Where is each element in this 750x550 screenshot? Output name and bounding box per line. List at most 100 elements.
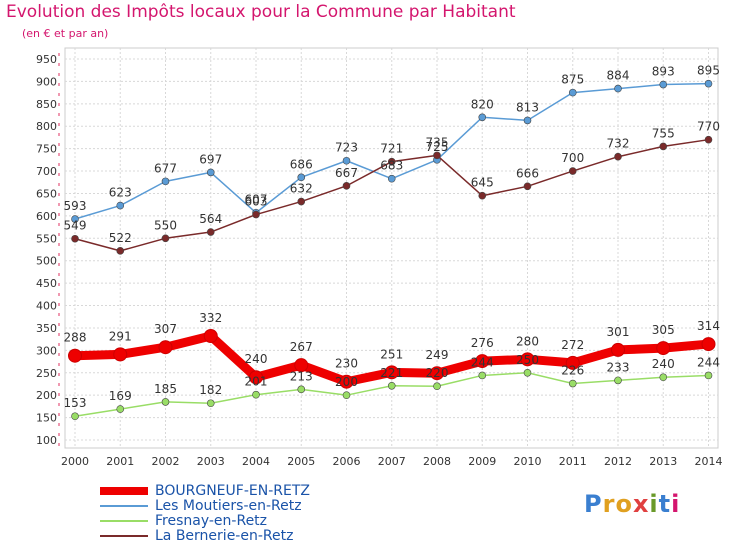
x-tick-label: 2009 — [468, 455, 496, 468]
data-label: 697 — [199, 152, 222, 166]
y-tick-label: 550 — [36, 232, 57, 245]
data-label: 267 — [290, 340, 313, 354]
data-label: 735 — [426, 135, 449, 149]
data-label: 185 — [154, 382, 177, 396]
data-label: 226 — [561, 364, 584, 378]
data-label: 288 — [64, 331, 87, 345]
data-point — [523, 116, 532, 125]
chart-subtitle: (en € et par an) — [22, 27, 109, 40]
data-point — [704, 135, 713, 144]
x-tick-label: 2008 — [423, 455, 451, 468]
data-label: 153 — [64, 396, 87, 410]
data-label: 607 — [245, 193, 268, 207]
legend-label: BOURGNEUF-EN-RETZ — [155, 483, 310, 499]
data-point — [116, 201, 125, 210]
x-tick-label: 2014 — [695, 455, 723, 468]
data-point — [113, 347, 128, 362]
data-label: 301 — [607, 325, 630, 339]
data-label: 895 — [697, 64, 720, 78]
legend-swatch — [100, 487, 148, 495]
data-label: 522 — [109, 231, 132, 245]
data-label: 240 — [245, 352, 268, 366]
data-point — [387, 157, 396, 166]
x-tick-label: 2002 — [152, 455, 180, 468]
data-label: 723 — [335, 141, 358, 155]
data-label: 244 — [697, 355, 720, 369]
data-label: 291 — [109, 329, 132, 343]
y-tick-label: 400 — [36, 300, 57, 313]
data-label: 550 — [154, 218, 177, 232]
data-label: 251 — [380, 347, 403, 361]
y-tick-label: 900 — [36, 75, 57, 88]
data-point — [611, 342, 625, 357]
data-label: 564 — [199, 212, 222, 226]
data-point — [659, 142, 668, 151]
data-point — [294, 358, 309, 373]
data-label: 813 — [516, 100, 539, 114]
data-point — [523, 182, 532, 191]
x-tick-label: 2006 — [333, 455, 361, 468]
data-point — [384, 365, 399, 380]
data-label: 875 — [561, 73, 584, 87]
data-label: 623 — [109, 186, 132, 200]
data-label: 314 — [697, 319, 720, 333]
data-label: 603 — [245, 195, 268, 209]
legend-label: Les Moutiers-en-Retz — [155, 498, 302, 514]
x-tick-label: 2005 — [287, 455, 315, 468]
y-tick-label: 700 — [36, 165, 57, 178]
data-label: 683 — [380, 159, 403, 173]
legend-swatch — [100, 505, 148, 507]
data-label: 182 — [199, 383, 222, 397]
data-label: 666 — [516, 166, 539, 180]
data-point — [475, 354, 490, 369]
data-label: 230 — [335, 357, 358, 371]
y-tick-label: 500 — [36, 255, 57, 268]
data-label: 893 — [652, 65, 675, 79]
data-label: 220 — [426, 366, 449, 380]
y-tick-label: 650 — [36, 187, 57, 200]
y-tick-label: 600 — [36, 210, 57, 223]
data-label: 240 — [652, 357, 675, 371]
data-label: 272 — [561, 338, 584, 352]
data-point — [71, 234, 79, 243]
data-label: 221 — [380, 366, 403, 380]
data-label: 250 — [516, 353, 539, 367]
data-point — [430, 366, 444, 381]
x-tick-label: 2013 — [649, 455, 677, 468]
legend-label: Fresnay-en-Retz — [155, 513, 268, 529]
data-point — [71, 412, 79, 421]
legend-label: La Bernerie-en-Retz — [155, 528, 294, 544]
data-label: 307 — [154, 322, 177, 336]
data-point — [297, 385, 306, 394]
legend-swatch — [100, 520, 148, 522]
data-label: 721 — [380, 142, 403, 156]
data-label: 725 — [426, 140, 449, 154]
data-point — [614, 376, 622, 385]
data-label: 169 — [109, 389, 132, 403]
y-tick-label: 200 — [36, 389, 57, 402]
data-point — [478, 113, 487, 122]
data-point — [252, 210, 260, 219]
data-point — [116, 405, 125, 413]
y-tick-label: 450 — [36, 277, 57, 290]
x-tick-label: 2011 — [559, 455, 587, 468]
data-label: 820 — [471, 97, 494, 111]
data-point — [342, 156, 351, 165]
legend-swatch — [100, 535, 148, 537]
data-label: 249 — [426, 348, 449, 362]
y-tick-label: 750 — [36, 143, 57, 156]
data-point — [523, 368, 532, 377]
data-point — [387, 174, 396, 183]
data-label: 244 — [471, 355, 494, 369]
data-label: 632 — [290, 182, 313, 196]
x-tick-label: 2004 — [242, 455, 270, 468]
chart-title: Evolution des Impôts locaux pour la Comm… — [6, 2, 516, 22]
data-point — [206, 399, 215, 408]
data-label: 686 — [290, 157, 313, 171]
data-point — [568, 167, 577, 175]
data-label: 677 — [154, 161, 177, 175]
y-tick-label: 300 — [36, 344, 57, 357]
data-point — [704, 371, 713, 380]
data-point — [71, 215, 79, 223]
